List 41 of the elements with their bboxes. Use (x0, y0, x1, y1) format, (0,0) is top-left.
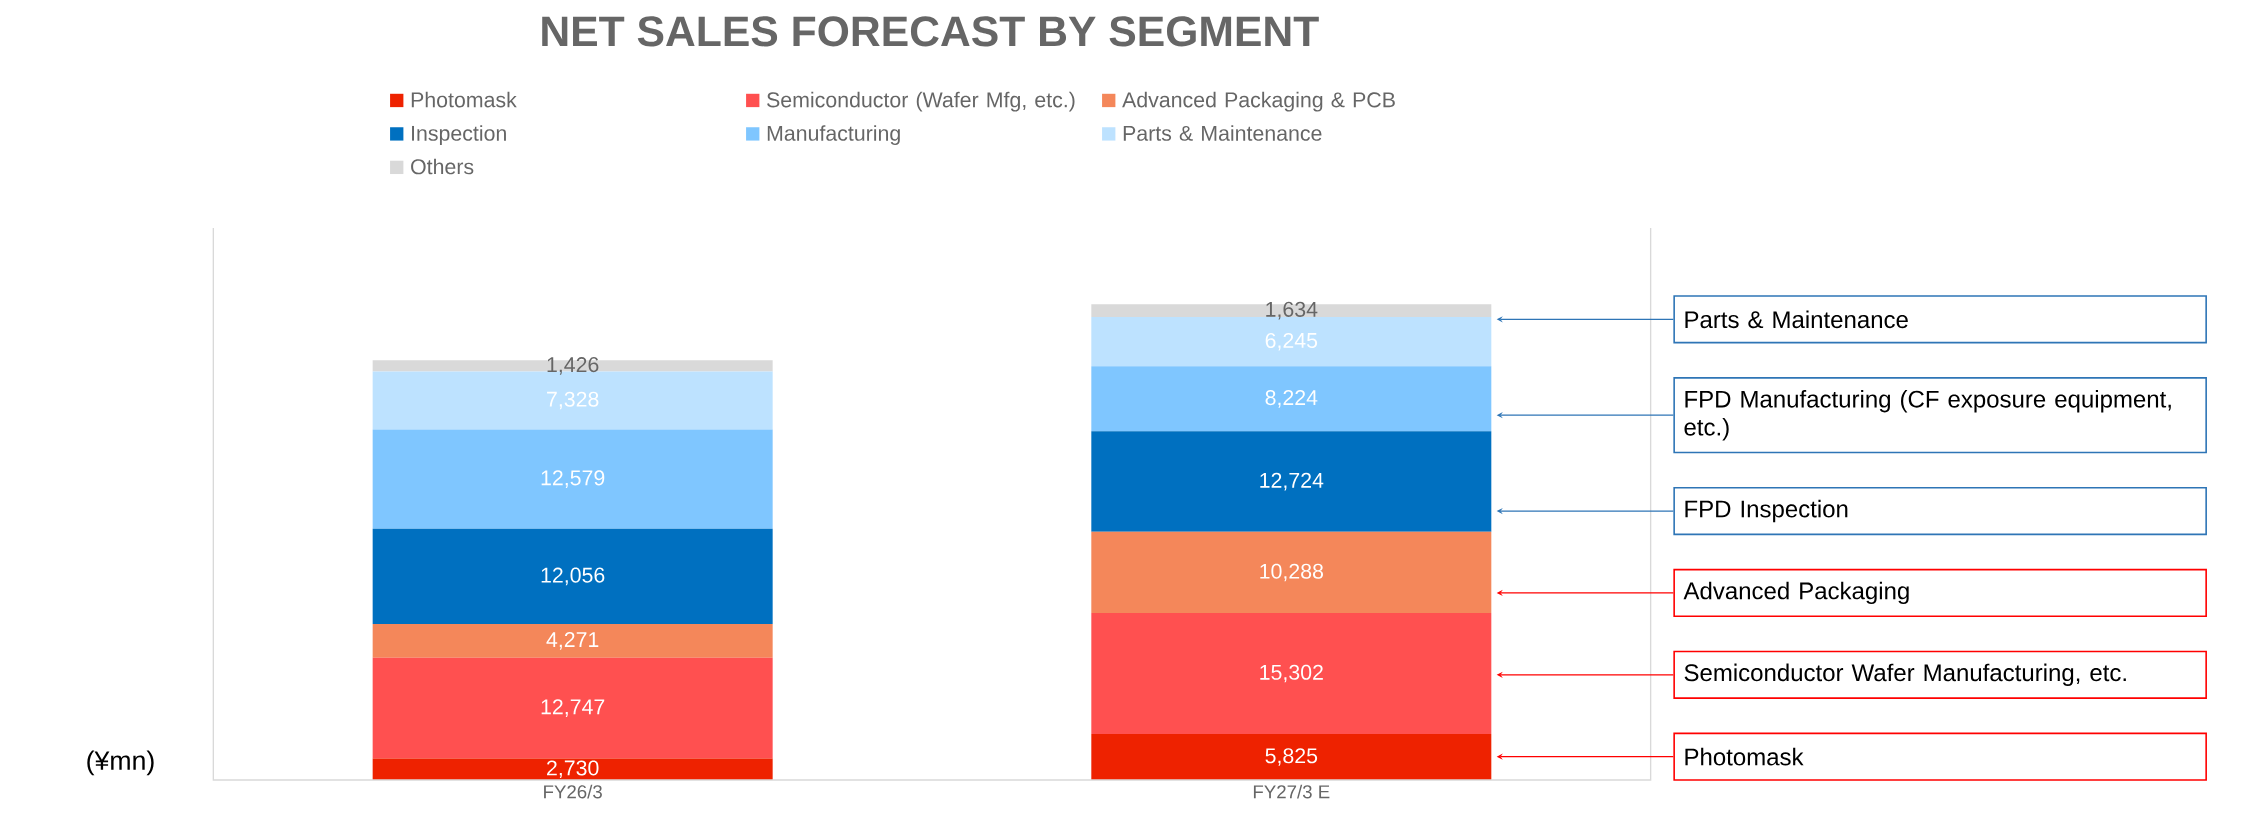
legend-label: Others (411, 158, 474, 175)
data-label: 7,328 (547, 391, 599, 410)
text: Photomask (1685, 747, 1804, 766)
bar (1091, 431, 1492, 532)
data-label: 12,747 (541, 699, 605, 717)
bar (372, 657, 773, 759)
data-label: 1,426 (547, 357, 599, 375)
data-label: 15,302 (1260, 664, 1323, 683)
data-label: 10,288 (1260, 563, 1324, 582)
legend-label: Photomask (411, 91, 517, 108)
bar (1091, 733, 1492, 780)
data-label: 6,245 (1265, 332, 1318, 351)
chart-title: NET SALES FORECAST BY SEGMENT (542, 16, 1319, 47)
data-label: 12,579 (541, 470, 605, 488)
text: Semiconductor Wafer Manufacturing, etc. (1684, 663, 2126, 686)
x-tick-label: FY26/3 (544, 784, 602, 799)
text: Parts & Maintenance (1685, 310, 1908, 329)
data-label: 8,224 (1265, 390, 1318, 408)
text: Advanced Packaging (1683, 581, 1909, 605)
data-label: 5,825 (1265, 748, 1318, 766)
bar (1091, 613, 1492, 734)
text: FPD Manufacturing (CF exposure equipment, etc.) (1684, 390, 2171, 441)
legend-label: Semiconductor (Wafer Mfg, etc.) (767, 91, 1075, 112)
data-label: 2,730 (547, 760, 599, 779)
bar (372, 429, 773, 529)
legend-label: Advanced Packaging & PCB (1122, 91, 1395, 112)
bar (372, 758, 773, 780)
data-label: 4,271 (546, 632, 599, 650)
data-label: 12,724 (1260, 472, 1324, 491)
data-label: 1,634 (1266, 301, 1318, 320)
y-axis-title: (¥mn) (87, 750, 154, 776)
bar (1091, 366, 1492, 432)
data-label: 12,056 (541, 567, 605, 586)
bar (1091, 531, 1492, 614)
legend-label: Parts & Maintenance (1123, 125, 1322, 141)
bar (372, 624, 773, 658)
legend-label: Inspection (412, 125, 506, 146)
x-tick-label: FY27/3 E (1253, 784, 1330, 799)
bar (372, 528, 773, 625)
legend-label: Manufacturing (767, 125, 900, 146)
text: FPD Inspection (1685, 499, 1848, 523)
